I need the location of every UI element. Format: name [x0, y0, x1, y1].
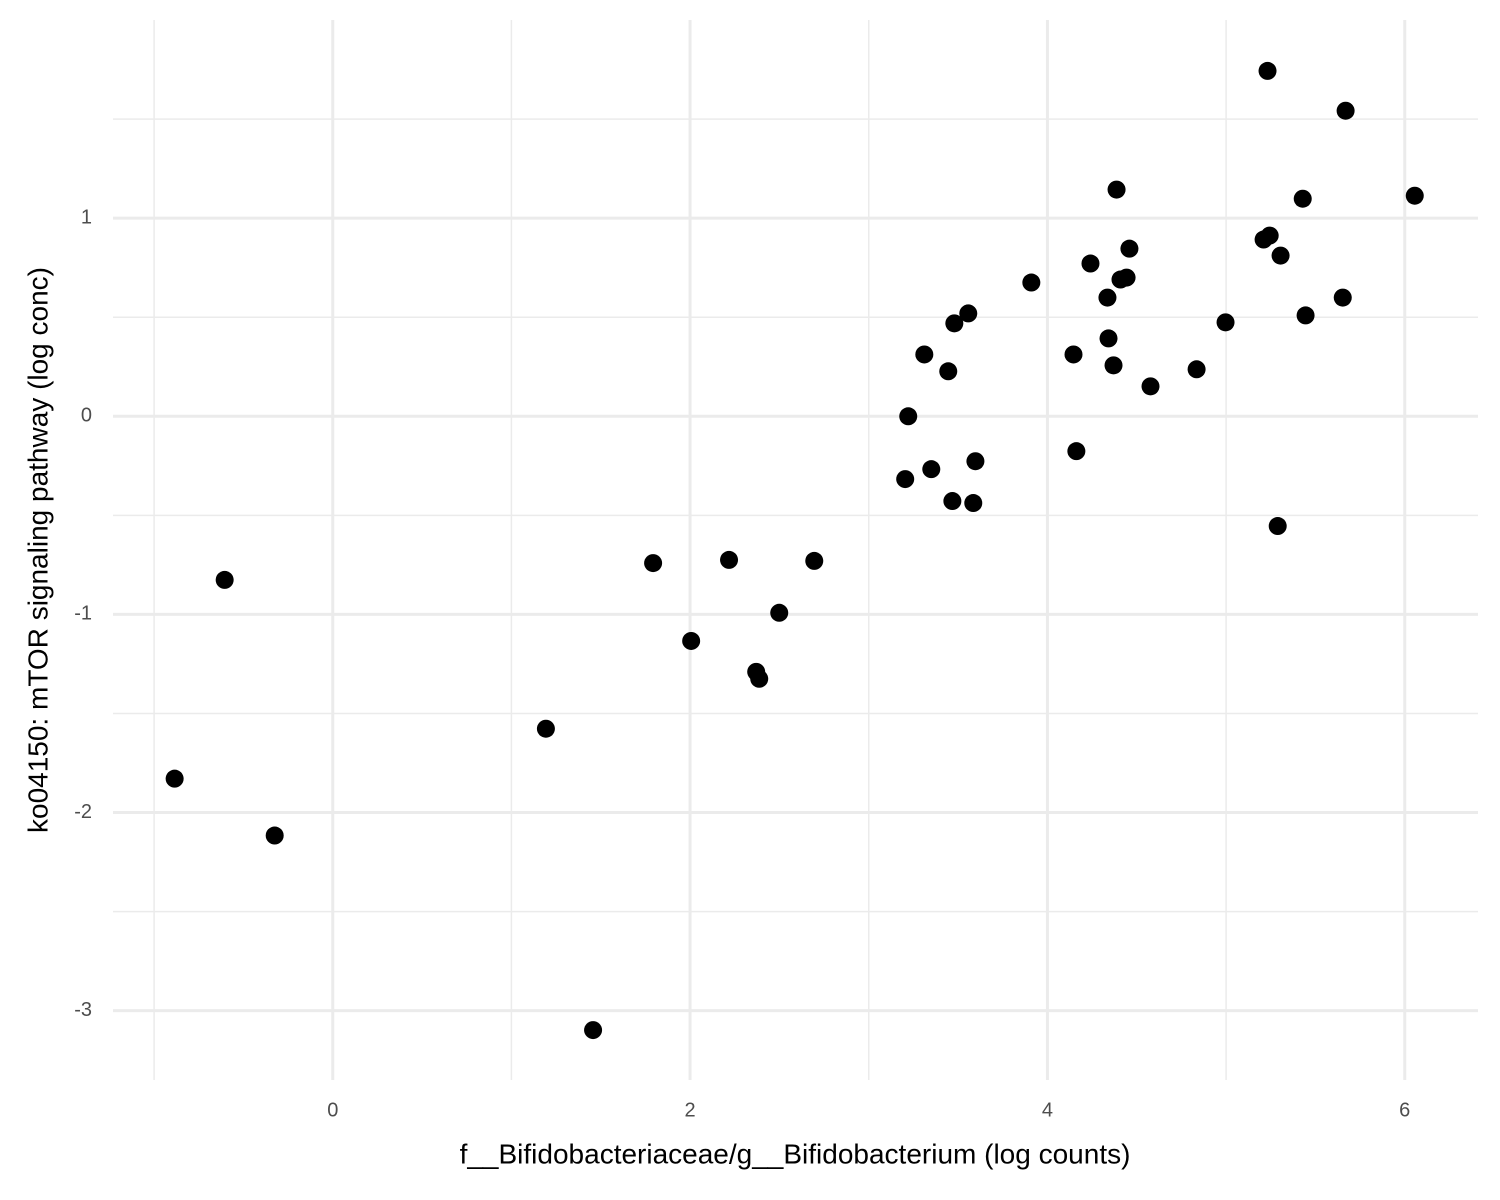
point — [1260, 226, 1279, 245]
point — [1022, 273, 1041, 292]
point — [1268, 517, 1287, 536]
point — [1336, 101, 1355, 120]
point — [1141, 377, 1160, 396]
y-tick-label: -2 — [74, 801, 92, 823]
point — [1081, 254, 1100, 273]
point — [215, 570, 234, 589]
point — [165, 769, 184, 788]
point — [682, 631, 701, 650]
point — [770, 603, 789, 622]
point — [720, 550, 739, 569]
point — [1405, 186, 1424, 205]
points — [165, 61, 1424, 1040]
point — [1104, 356, 1123, 375]
x-axis-title: f__Bifidobacteriaceae/g__Bifidobacterium… — [460, 1138, 1131, 1169]
point — [1187, 360, 1206, 379]
point — [915, 345, 934, 364]
point — [1064, 345, 1083, 364]
point — [644, 554, 663, 573]
point — [943, 492, 962, 511]
point — [945, 314, 964, 333]
x-tick-label: 2 — [685, 1099, 696, 1121]
point — [265, 826, 284, 845]
y-tick-label: -1 — [74, 603, 92, 625]
point — [896, 470, 915, 489]
point — [1271, 246, 1290, 265]
y-tick-label: 1 — [81, 206, 92, 228]
point — [1099, 329, 1118, 348]
point — [1120, 239, 1139, 258]
point — [959, 304, 978, 323]
point — [964, 494, 983, 513]
y-axis-title: ko04150: mTOR signaling pathway (log con… — [22, 267, 53, 833]
point — [1107, 180, 1126, 199]
point — [750, 669, 769, 688]
point — [1216, 313, 1235, 332]
point — [939, 362, 958, 381]
x-tick-label: 4 — [1042, 1099, 1053, 1121]
point — [584, 1021, 603, 1040]
x-tick-label: 6 — [1399, 1099, 1410, 1121]
y-tick-label: -3 — [74, 999, 92, 1021]
point — [1296, 306, 1315, 325]
grid — [113, 20, 1478, 1080]
point — [922, 460, 941, 479]
point — [966, 452, 985, 471]
point — [1067, 442, 1086, 461]
point — [899, 407, 918, 426]
point — [536, 719, 555, 738]
point — [1098, 288, 1117, 307]
point — [1293, 189, 1312, 208]
point — [1111, 270, 1130, 289]
y-tick-label: 0 — [81, 405, 92, 427]
point — [1258, 61, 1277, 80]
point — [805, 551, 824, 570]
x-tick-label: 0 — [327, 1099, 338, 1121]
point — [1333, 288, 1352, 307]
